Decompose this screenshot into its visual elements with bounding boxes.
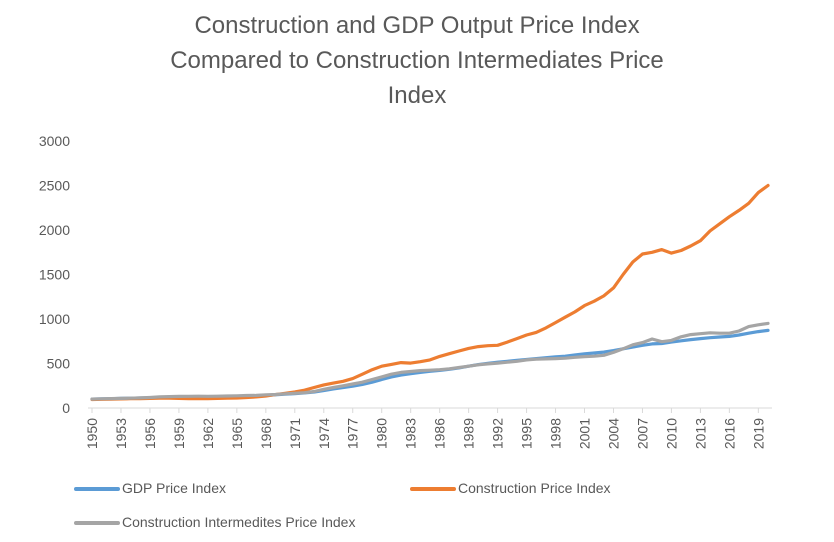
x-tick-label: 2013 — [692, 418, 708, 449]
series-layer — [90, 183, 770, 402]
y-tick-label: 0 — [62, 400, 70, 416]
y-tick-label: 2000 — [39, 222, 70, 238]
x-tick-label: 2010 — [663, 418, 679, 449]
legend-item-intermediates: Construction Intermedites Price Index — [74, 514, 355, 530]
x-tick-label: 2001 — [577, 418, 593, 449]
legend-label-gdp: GDP Price Index — [122, 480, 227, 496]
x-tick-label: 2007 — [634, 418, 650, 449]
x-tick-label: 1959 — [171, 418, 187, 449]
x-tick-label: 1998 — [548, 418, 564, 449]
x-tick-label: 2004 — [605, 418, 621, 449]
series-line-3 — [90, 321, 770, 401]
x-tick-label: 1989 — [461, 418, 477, 449]
x-tick-label: 1971 — [287, 418, 303, 449]
x-tick-label: 1983 — [403, 418, 419, 449]
legend-swatch-gdp — [74, 487, 120, 492]
axis-layer: 0 500 1000 1500 2000 2500 3000 1950 1953 1956 1959… — [39, 133, 772, 449]
y-tick-label: 2500 — [39, 178, 70, 194]
x-tick-label: 1980 — [374, 418, 390, 449]
x-tick-label: 1974 — [316, 418, 332, 449]
y-tick-label: 3000 — [39, 133, 70, 149]
x-tick-label: 1956 — [142, 418, 158, 449]
x-tick-label: 1992 — [490, 418, 506, 449]
chart-title-line-3: Index — [387, 82, 447, 109]
x-tick-label: 1986 — [432, 418, 448, 449]
x-tick-label: 1995 — [519, 418, 535, 449]
chart-title-line-2: Compared to Construction Intermediates P… — [170, 47, 664, 74]
legend-label-intermediates: Construction Intermedites Price Index — [122, 514, 356, 530]
x-tick-label: 1968 — [258, 418, 274, 449]
legend-swatch-construction — [410, 487, 456, 492]
x-tick-label: 1977 — [345, 418, 361, 449]
x-tick-label: 1965 — [229, 418, 245, 449]
chart-title: Construction and GDP Output Price Index … — [0, 8, 834, 113]
y-tick-label: 500 — [47, 356, 71, 372]
y-tick-label: 1000 — [39, 311, 70, 327]
x-tick-label: 2016 — [721, 418, 737, 449]
series-line-2 — [90, 183, 770, 402]
y-tick-label: 1500 — [39, 267, 70, 283]
legend-swatch-intermediates — [74, 521, 120, 526]
x-tick-label: 1962 — [200, 418, 216, 449]
legend-label-construction: Construction Price Index — [458, 480, 611, 496]
x-tick-label: 1953 — [113, 418, 129, 449]
legend-item-construction: Construction Price Index — [410, 480, 611, 496]
chart-title-line-1: Construction and GDP Output Price Index — [194, 12, 640, 39]
x-tick-label: 2019 — [750, 418, 766, 449]
legend-item-gdp: GDP Price Index — [74, 480, 226, 496]
x-tick-label: 1950 — [84, 418, 100, 449]
